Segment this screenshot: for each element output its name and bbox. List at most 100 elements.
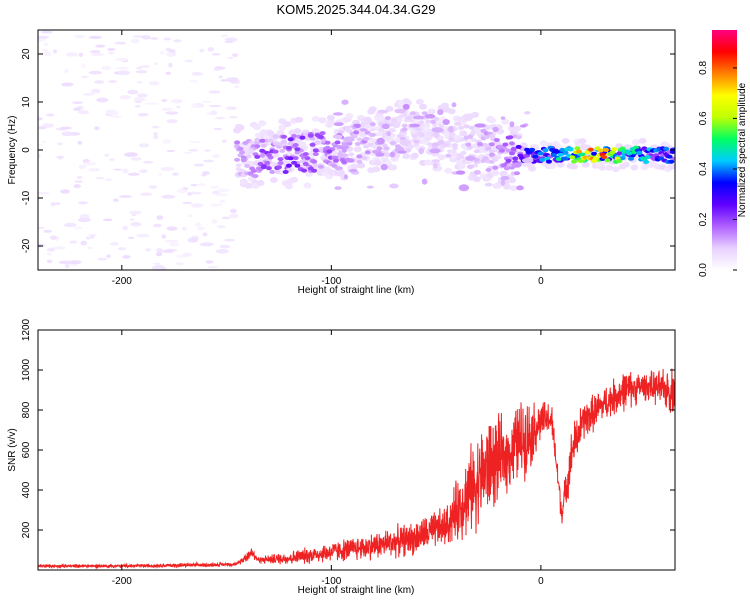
spectrogram-cell (569, 155, 576, 160)
spectrogram-cell (182, 201, 193, 205)
spectrogram-cell (166, 51, 177, 57)
spectrogram-cell (122, 255, 131, 259)
spectrogram-cell (137, 113, 149, 117)
spectrogram-cell (60, 126, 72, 130)
spectrogram-cell (290, 176, 299, 183)
spectrogram-cell (130, 157, 142, 161)
x-tick-label: -100 (321, 276, 341, 287)
spectrogram-cell (156, 248, 163, 253)
spectrogram-cell (376, 132, 383, 136)
spectrogram-cell (117, 247, 127, 251)
x-tick-label: -200 (112, 276, 132, 287)
spectrogram-cell (638, 137, 647, 144)
spectrogram-cell (112, 198, 119, 203)
spectrogram-cell (78, 52, 84, 57)
spectrogram-cell (431, 127, 444, 133)
spectrogram-cell (402, 153, 411, 160)
spectrogram-cell (76, 175, 83, 180)
spectrogram-cell (485, 168, 492, 172)
colorbar-label: Normalized spectral amplitude (737, 82, 748, 217)
spectrogram-cell (164, 239, 179, 243)
spectrogram-cell (668, 159, 675, 164)
spectrogram-cell (458, 184, 470, 192)
spectrogram-cell (176, 105, 181, 109)
spectrogram-cell (448, 137, 455, 141)
spectrogram-cell (65, 52, 79, 57)
spectrogram-cell (285, 183, 293, 190)
x-tick-label: -100 (321, 576, 341, 587)
spectrogram-cell (216, 225, 226, 229)
spectrogram-cell (213, 127, 222, 131)
spectrogram-cell (183, 151, 193, 154)
spectrogram-cell (628, 156, 634, 161)
spectrogram-cell (166, 226, 178, 231)
spectrogram-cell (357, 162, 366, 169)
spectrogram-cell (291, 160, 298, 165)
spectrogram-cell (359, 122, 366, 127)
spectrogram-cell (232, 53, 239, 58)
spectrogram-cell (578, 138, 587, 145)
spectrogram-cell (234, 140, 241, 145)
spectrogram-cell (107, 80, 118, 83)
spectrogram-cell (175, 262, 185, 266)
spectrogram-cell (369, 122, 376, 127)
spectrogram-cell (488, 149, 495, 154)
spectrogram-cell (437, 154, 446, 161)
y-tick-label: 1000 (21, 358, 32, 381)
spectrogram-cell (386, 131, 392, 137)
spectrogram-cell (218, 75, 223, 79)
spectrogram-cell (619, 156, 626, 161)
spectrogram-cell (229, 208, 237, 214)
spectrogram-cell (269, 169, 276, 174)
spectrogram-cell (559, 147, 566, 152)
spectrogram-cell (334, 166, 343, 171)
spectrogram-cell (265, 166, 272, 171)
spectrogram-cell (381, 143, 388, 148)
spectrogram-cell (567, 147, 574, 151)
spectrogram-cell (145, 248, 152, 252)
spectrogram-cell (188, 140, 202, 143)
spectrogram-cell (136, 67, 142, 70)
spectrogram-cell (82, 92, 95, 96)
spectrogram-cell (50, 201, 56, 207)
spectrogram-cell (433, 162, 438, 169)
spectrogram-cell (234, 157, 241, 162)
snr-series-line (38, 368, 675, 570)
spectrogram-cell (201, 171, 210, 175)
spectrogram-cell (666, 154, 673, 159)
spectrogram-cell (473, 170, 481, 175)
spectrogram-cell (118, 195, 133, 198)
spectrogram-cell (426, 135, 433, 140)
spectrogram-cell (88, 234, 97, 237)
spectrogram-cell (423, 126, 430, 131)
spectrogram-cell (513, 125, 521, 132)
spectrogram-cell (207, 47, 215, 52)
spectrogram-cell (204, 149, 211, 152)
spectrogram-cell (141, 35, 151, 40)
spectrogram-cell (334, 140, 341, 145)
spectrogram-cell (188, 149, 199, 152)
snr-xlabel: Height of straight line (km) (298, 585, 415, 596)
spectrogram-cell (346, 141, 353, 146)
spectrogram-cell (640, 164, 649, 171)
spectrogram-cell (252, 174, 259, 179)
spectrogram-cell (338, 129, 344, 134)
spectrogram-cell (632, 139, 640, 146)
spectrogram-cell (287, 156, 294, 161)
spectrogram-cell (292, 143, 299, 147)
spectrogram-cell (425, 119, 432, 124)
spectrogram-cell (495, 155, 502, 160)
spectrogram-cell (278, 124, 287, 131)
spectrogram-cell (333, 122, 344, 126)
spectrogram-cell (390, 141, 396, 145)
spectrogram-cell (354, 141, 361, 146)
spectrogram-cell (217, 188, 230, 193)
spectrogram-cell (52, 49, 58, 54)
spectrogram-cell (210, 203, 219, 207)
spectrogram-cell (220, 34, 229, 38)
spectrogram-cell (240, 157, 247, 162)
spectrogram-cell (470, 130, 477, 135)
spectrogram-cell (203, 159, 214, 163)
y-tick-label: 600 (21, 441, 32, 458)
spectrogram-cell (463, 124, 470, 129)
